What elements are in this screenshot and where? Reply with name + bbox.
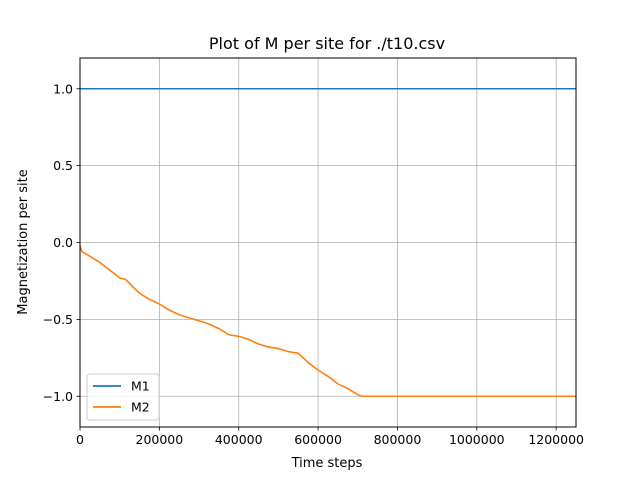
legend-label: M2 xyxy=(131,400,150,415)
y-axis-label: Magnetization per site xyxy=(16,169,31,314)
x-tick-label: 400000 xyxy=(215,432,263,447)
y-tick-label: −0.5 xyxy=(43,312,73,327)
x-tick-label: 200000 xyxy=(136,432,184,447)
x-tick-label: 0 xyxy=(76,432,84,447)
y-axis-ticks: −1.0 −0.5 0.0 0.5 1.0 xyxy=(43,81,80,404)
x-axis-ticks: 0 200000 400000 600000 800000 1000000 1200000 xyxy=(76,427,584,447)
chart-title: Plot of M per site for ./t10.csv xyxy=(209,34,445,53)
series-line-m2 xyxy=(79,245,576,398)
x-tick-label: 600000 xyxy=(294,432,342,447)
series-lines xyxy=(79,87,576,398)
x-tick-label: 1000000 xyxy=(449,432,505,447)
grid-lines xyxy=(79,58,576,427)
x-tick-label: 1200000 xyxy=(528,432,584,447)
legend-label: M1 xyxy=(131,379,150,394)
y-tick-label: 0.0 xyxy=(53,235,73,250)
x-axis-label: Time steps xyxy=(291,456,363,471)
y-tick-label: −1.0 xyxy=(43,389,73,404)
x-tick-label: 800000 xyxy=(374,432,422,447)
y-tick-label: 0.5 xyxy=(53,158,73,173)
y-tick-label: 1.0 xyxy=(53,81,73,96)
